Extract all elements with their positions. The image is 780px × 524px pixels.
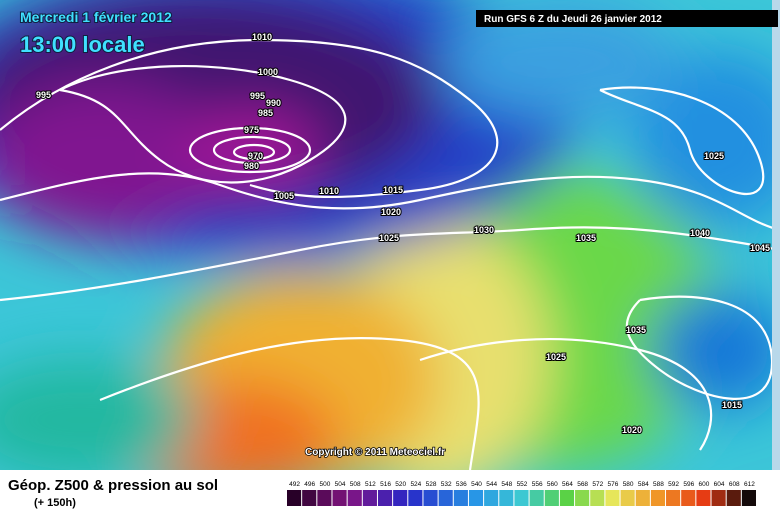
scale-swatch	[620, 490, 635, 506]
scale-label: 508	[350, 481, 361, 488]
scale-label: 544	[486, 481, 497, 488]
scale-swatch	[544, 490, 559, 506]
scale-label: 560	[547, 481, 558, 488]
scale-swatch	[590, 490, 605, 506]
scale-label: 604	[714, 481, 725, 488]
scale-label: 524	[410, 481, 421, 488]
scale-label: 596	[683, 481, 694, 488]
scale-label: 536	[456, 481, 467, 488]
isobar-label: 970	[248, 151, 263, 161]
scale-label: 516	[380, 481, 391, 488]
scale-label: 576	[608, 481, 619, 488]
scale-swatch	[347, 490, 362, 506]
isobar-label: 1025	[379, 233, 399, 243]
scale-label: 532	[441, 481, 452, 488]
isobar-label: 1010	[252, 32, 272, 42]
scale-label: 500	[319, 481, 330, 488]
isobar-label: 1015	[722, 400, 742, 410]
isobar-label: 995	[36, 90, 51, 100]
scale-swatch	[650, 490, 666, 506]
legend-subtitle: (+ 150h)	[34, 497, 76, 509]
isobar-label: 1015	[383, 185, 403, 195]
scale-swatch	[666, 490, 681, 506]
scale-label: 608	[729, 481, 740, 488]
forecast-date: Mercredi 1 février 2012	[20, 9, 172, 25]
isobar-label: 1010	[319, 186, 339, 196]
scale-label: 504	[335, 481, 346, 488]
scale-label: 600	[699, 481, 710, 488]
scale-swatch	[484, 490, 499, 506]
scale-label: 584	[638, 481, 649, 488]
scale-swatch	[408, 490, 423, 506]
isobar-label: 975	[244, 125, 259, 135]
scale-label: 572	[592, 481, 603, 488]
scale-swatch	[575, 490, 590, 506]
scale-swatch	[423, 490, 438, 506]
scale-swatch	[317, 490, 332, 506]
scale-swatch	[332, 490, 347, 506]
scale-label: 568	[577, 481, 588, 488]
copyright: Copyright © 2011 Meteociel.fr	[305, 447, 445, 458]
scale-label: 512	[365, 481, 376, 488]
isobar-label: 1025	[704, 151, 724, 161]
forecast-time: 13:00 locale	[20, 32, 145, 57]
scale-swatch	[453, 490, 468, 506]
scale-label: 592	[668, 481, 679, 488]
scale-swatch	[438, 490, 453, 506]
scale-swatch	[287, 490, 302, 506]
scale-swatch	[514, 490, 529, 506]
isobar-label: 1030	[474, 225, 494, 235]
scale-label: 552	[517, 481, 528, 488]
run-info: Run GFS 6 Z du Jeudi 26 janvier 2012	[484, 14, 662, 25]
scale-swatch	[529, 490, 544, 506]
scale-label: 564	[562, 481, 573, 488]
isobar-label: 1005	[274, 191, 294, 201]
isobar-label: 1000	[258, 67, 278, 77]
scale-swatch	[377, 490, 393, 506]
scale-swatch	[559, 490, 575, 506]
scale-swatch	[711, 490, 726, 506]
scale-label: 612	[744, 481, 755, 488]
legend-title: Géop. Z500 & pression au sol	[8, 477, 218, 494]
isobar-label: 980	[244, 161, 259, 171]
scale-swatch	[499, 490, 514, 506]
scale-label: 496	[304, 481, 315, 488]
scale-swatch	[696, 490, 711, 506]
isobar-label: 1020	[622, 425, 642, 435]
geopotential-field	[0, 0, 772, 470]
scale-swatch	[741, 490, 756, 506]
run-box	[476, 10, 778, 27]
isobar-label: 1020	[381, 207, 401, 217]
scale-label: 540	[471, 481, 482, 488]
scale-swatch	[635, 490, 650, 506]
isobar-label: 1045	[750, 243, 770, 253]
scale-label: 580	[623, 481, 634, 488]
isobar-label: 1035	[626, 325, 646, 335]
isobar-label: 995	[250, 91, 265, 101]
scale-swatch	[468, 490, 484, 506]
scale-label: 548	[501, 481, 512, 488]
scale-swatch	[302, 490, 317, 506]
isobar-label: 1025	[546, 352, 566, 362]
scale-label: 528	[426, 481, 437, 488]
scale-label: 492	[289, 481, 300, 488]
scale-swatch	[393, 490, 408, 506]
isobar-label: 1035	[576, 233, 596, 243]
scale-label: 588	[653, 481, 664, 488]
scale-swatch	[726, 490, 741, 506]
scale-swatch	[605, 490, 620, 506]
scale-swatch	[362, 490, 377, 506]
isobar-label: 990	[266, 98, 281, 108]
scale-label: 556	[532, 481, 543, 488]
isobar-label: 985	[258, 108, 273, 118]
scale-swatch	[681, 490, 696, 506]
isobar-label: 1040	[690, 228, 710, 238]
scale-label: 520	[395, 481, 406, 488]
